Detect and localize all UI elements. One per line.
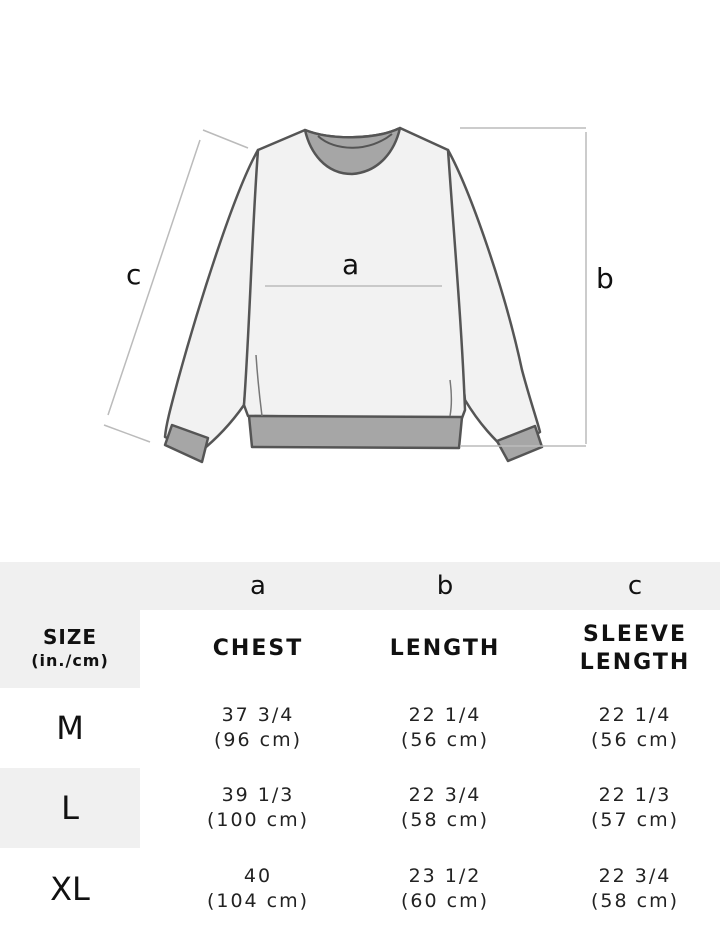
table-row-xl: XL 40 (104 cm) 23 1/2 (60 cm) 22 3/4 (58 cm): [0, 848, 720, 930]
cm-value: (104 cm): [206, 890, 310, 912]
inches-value: 22 1/3: [598, 784, 672, 806]
value-cell-a: 37 3/4 (96 cm): [140, 688, 376, 768]
size-header-unit: (in./cm): [31, 651, 109, 670]
size-cell: XL: [50, 870, 90, 908]
inches-value: 23 1/2: [408, 865, 482, 887]
hem-band: [247, 414, 464, 450]
cm-value: (60 cm): [401, 890, 489, 912]
column-letter-row: a b c: [0, 562, 720, 610]
column-letter-c: c: [627, 571, 643, 601]
value-cell-c: 22 3/4 (58 cm): [540, 848, 720, 930]
size-header-title: SIZE: [42, 625, 97, 649]
header-row: SIZE (in./cm) CHEST LENGTH SLEEVE LENGTH: [0, 610, 720, 688]
cm-value: (58 cm): [591, 890, 679, 912]
inches-value: 40: [243, 865, 273, 887]
value-cell-a: 39 1/3 (100 cm): [140, 768, 376, 848]
header-sleeve-length: SLEEVE LENGTH: [579, 622, 691, 675]
header-chest: CHEST: [212, 636, 304, 661]
sleeve-measure-line: [107, 139, 201, 416]
collar: [303, 126, 402, 176]
cm-value: (100 cm): [206, 809, 310, 831]
inches-value: 22 1/4: [598, 704, 672, 726]
column-letter-a: a: [250, 571, 266, 601]
cm-value: (56 cm): [591, 729, 679, 751]
value-cell-c: 22 1/3 (57 cm): [540, 768, 720, 848]
label-c: c: [126, 258, 142, 291]
measure-lines: [103, 127, 587, 447]
cm-value: (56 cm): [401, 729, 489, 751]
inches-value: 22 3/4: [408, 784, 482, 806]
label-a: a: [342, 248, 360, 281]
cm-value: (96 cm): [214, 729, 302, 751]
value-cell-b: 22 1/4 (56 cm): [350, 688, 540, 768]
table-row-m: M 37 3/4 (96 cm) 22 1/4 (56 cm) 22 1/4 (56 cm): [0, 688, 720, 768]
size-cell: M: [56, 709, 84, 747]
header-length: LENGTH: [389, 636, 501, 661]
column-letter-b: b: [436, 571, 454, 601]
inches-value: 22 1/4: [408, 704, 482, 726]
value-cell-c: 22 1/4 (56 cm): [540, 688, 720, 768]
value-cell-a: 40 (104 cm): [140, 848, 376, 930]
cm-value: (58 cm): [401, 809, 489, 831]
size-cell: L: [0, 768, 140, 848]
right-cuff: [495, 424, 544, 463]
inches-value: 37 3/4: [221, 704, 295, 726]
table-row-l: L 39 1/3 (100 cm) 22 3/4 (58 cm) 22 1/3 (57 cm…: [0, 768, 720, 848]
collar-inner: [317, 133, 393, 149]
size-chart-table: a b c SIZE (in./cm) CHEST LENGTH SLEEVE L…: [0, 562, 720, 930]
sweater-diagram: a c b: [103, 126, 614, 464]
sweater-illustration: [103, 126, 587, 464]
value-cell-b: 22 3/4 (58 cm): [350, 768, 540, 848]
inches-value: 39 1/3: [221, 784, 295, 806]
cm-value: (57 cm): [591, 809, 679, 831]
left-cuff: [163, 423, 210, 464]
inches-value: 22 3/4: [598, 865, 672, 887]
label-b: b: [596, 262, 614, 295]
value-cell-b: 23 1/2 (60 cm): [350, 848, 540, 930]
size-header: SIZE (in./cm): [0, 610, 140, 688]
